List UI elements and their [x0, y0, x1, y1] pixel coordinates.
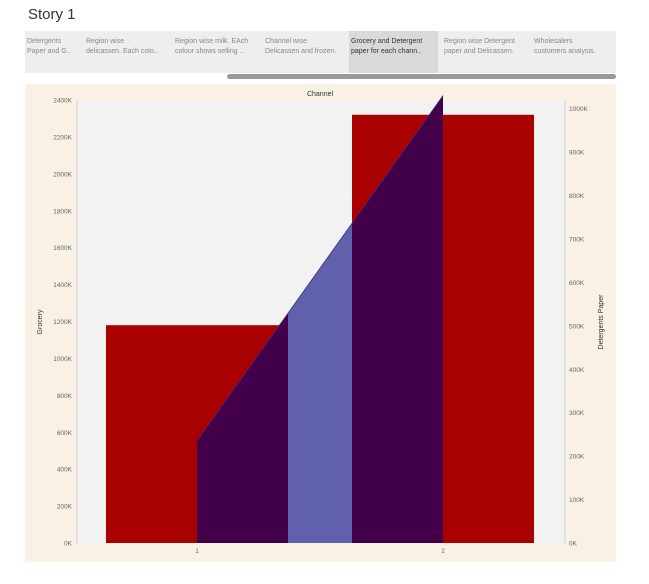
story-point-line: Paper and G.. [27, 48, 71, 55]
right-tick-label: 500K [569, 323, 585, 330]
detergents-area-overlap-2 [352, 95, 443, 543]
right-tick-label: 700K [569, 236, 585, 243]
left-tick-label: 2200K [53, 134, 72, 141]
dual-axis-chart: 0K200K400K600K800K1000K1200K1400K1600K18… [37, 91, 605, 555]
detergents-area-overlap-1 [197, 313, 288, 543]
left-tick-label: 1200K [53, 319, 72, 326]
story-point-line: Channel wise [265, 38, 308, 45]
left-tick-label: 2400K [53, 98, 72, 105]
right-axis-title: Detergents Paper [598, 294, 605, 350]
story-point-line: paper for each chann.. [351, 48, 422, 55]
right-tick-label: 200K [569, 454, 585, 461]
story-point-line: Grocery and Detergent [351, 38, 423, 45]
left-tick-label: 1800K [53, 208, 72, 215]
detergents-line [196, 95, 444, 442]
story-point-line: delicassen. Each colo.. [86, 48, 158, 55]
right-tick-label: 100K [569, 497, 585, 504]
left-tick-label: 800K [57, 393, 73, 400]
story-point-line: colour shows selling .. [175, 48, 244, 55]
left-tick-label: 1600K [53, 245, 72, 252]
nav-scrollbar-thumb[interactable] [227, 74, 616, 79]
right-tick-label: 400K [569, 367, 585, 374]
right-tick-label: 1000K [569, 106, 588, 113]
story-point-line: Detergents [27, 38, 62, 45]
story-point-region-milk[interactable]: Region wise milk. EAch colour shows sell… [173, 37, 259, 67]
x-tick-label: 2 [441, 548, 445, 555]
story-point-line: paper and Delicassen. [444, 48, 514, 55]
story-point-region-detergent[interactable]: Region wise Detergent paper and Delicass… [442, 37, 528, 67]
story-nav-bar: Detergents Paper and G.. Region wise del… [25, 31, 616, 73]
right-tick-label: 0K [569, 541, 578, 548]
nav-scrollbar[interactable] [25, 73, 616, 80]
left-tick-label: 1000K [53, 356, 72, 363]
story-point-line: Region wise Detergent [444, 38, 515, 45]
story-point-detergents-paper[interactable]: Detergents Paper and G.. [25, 37, 111, 67]
story-point-line: Region wise [86, 38, 125, 45]
right-tick-label: 900K [569, 150, 585, 157]
left-tick-label: 600K [57, 430, 73, 437]
story-point-wholesalers[interactable]: Wholesalers customers analysis. [532, 37, 616, 67]
story-point-line: Delicassen and frozen. [265, 48, 337, 55]
story-point-line: Wholesalers [534, 38, 573, 45]
left-tick-label: 2000K [53, 171, 72, 178]
right-tick-label: 600K [569, 280, 585, 287]
right-tick-label: 800K [569, 193, 585, 200]
chart-title: Channel [307, 91, 334, 98]
story-point-grocery-detergent[interactable]: Grocery and Detergent paper for each cha… [349, 31, 438, 73]
story-point-line: Region wise milk. EAch [175, 38, 249, 45]
x-tick-label: 1 [195, 548, 199, 555]
left-tick-label: 0K [64, 541, 73, 548]
left-tick-label: 400K [57, 467, 73, 474]
left-tick-label: 1400K [53, 282, 72, 289]
right-tick-label: 300K [569, 410, 585, 417]
story-point-line: customers analysis. [534, 48, 596, 55]
left-tick-label: 200K [57, 504, 73, 511]
story-point-region-delicassen[interactable]: Region wise delicassen. Each colo.. [84, 37, 170, 67]
story-title: Story 1 [28, 6, 76, 23]
story-point-channel-delicassen[interactable]: Channel wise Delicassen and frozen. [263, 37, 349, 67]
left-axis-title: Grocery [37, 309, 44, 334]
